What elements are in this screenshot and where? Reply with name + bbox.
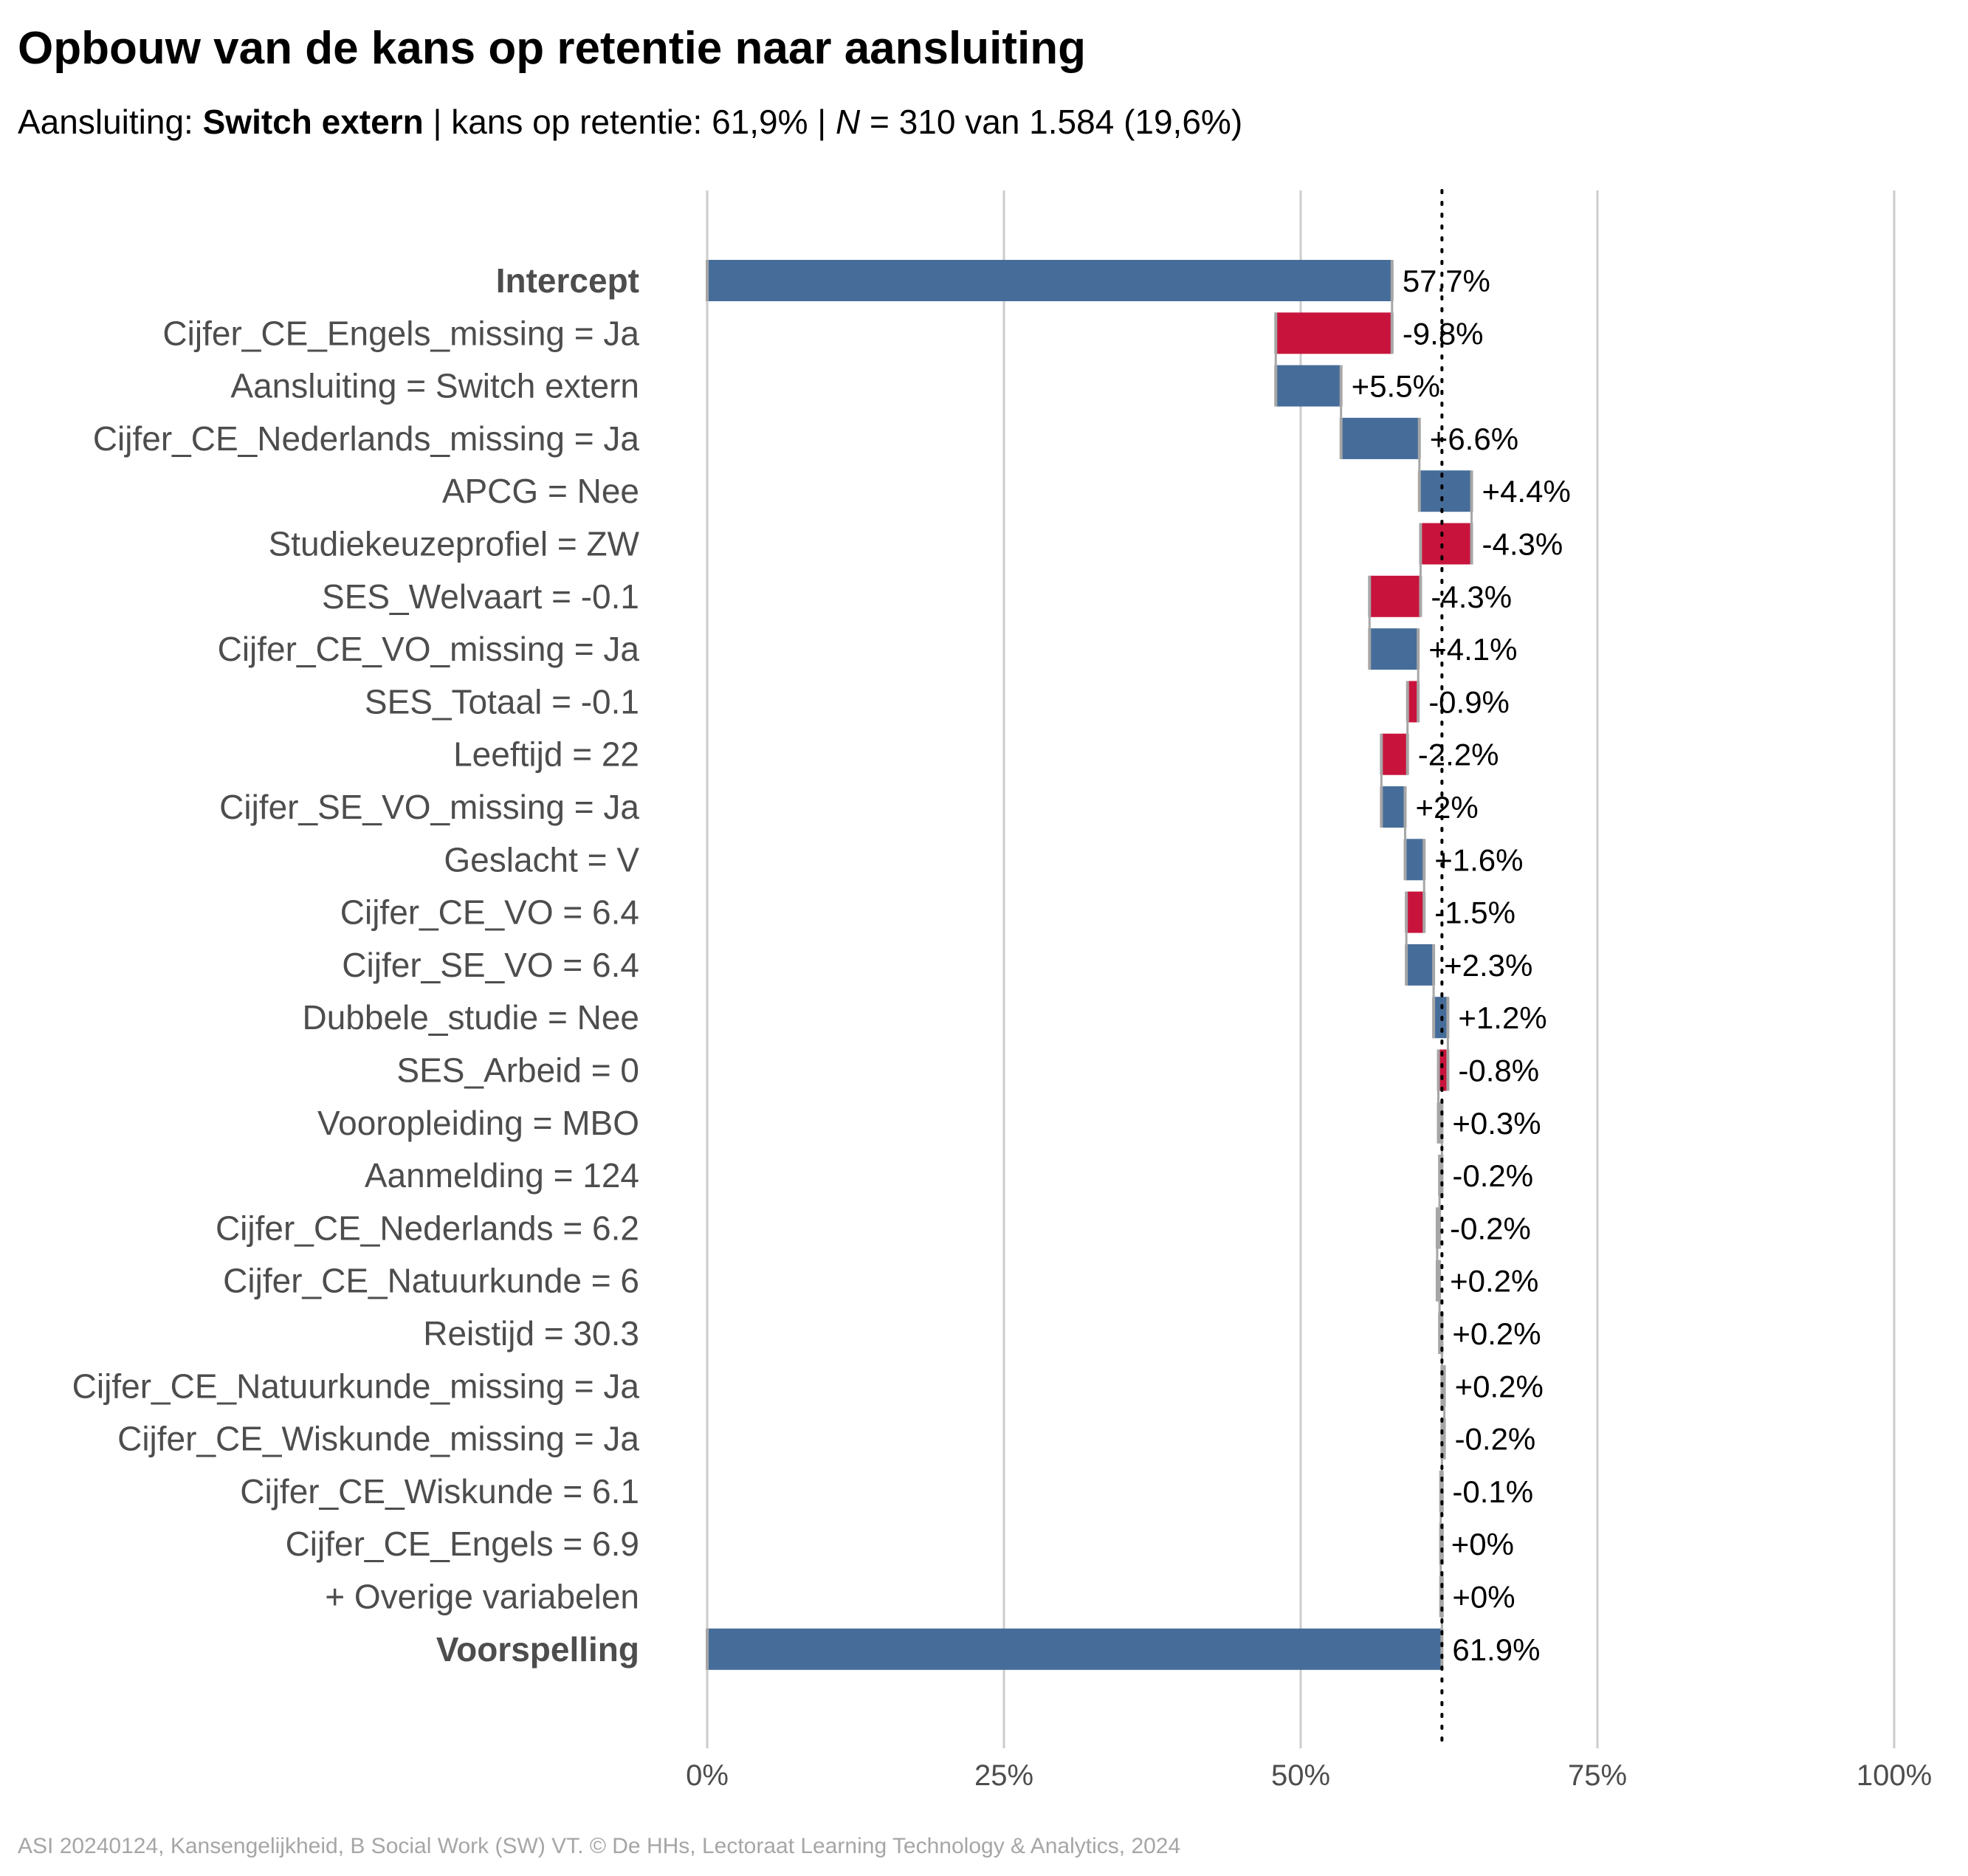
y-axis-label: Cijfer_CE_Engels_missing = Ja <box>162 314 639 352</box>
bar <box>1406 944 1434 986</box>
y-axis-label: Cijfer_CE_Natuurkunde = 6 <box>223 1262 639 1300</box>
bar <box>1381 786 1406 828</box>
y-axis-labels: Intercept Cijfer_CE_Engels_missing = Ja Aa… <box>72 261 640 1669</box>
chart-caption: ASI 20240124, Kansengelijkheid, B Social… <box>18 1834 1181 1858</box>
x-tick-label: 25% <box>974 1759 1033 1792</box>
y-axis-label: Leeftijd = 22 <box>453 735 639 774</box>
x-tick-label: 50% <box>1271 1759 1330 1792</box>
y-axis-label: + Overige variabelen <box>325 1578 639 1616</box>
subtitle-group: Switch extern <box>202 103 424 141</box>
y-axis-label: Vooropleiding = MBO <box>317 1104 639 1142</box>
y-axis-label: SES_Arbeid = 0 <box>396 1051 639 1090</box>
y-axis-label: Cijfer_CE_Natuurkunde_missing = Ja <box>72 1367 640 1405</box>
value-label: 61.9% <box>1452 1632 1540 1667</box>
value-label: +0.3% <box>1452 1106 1541 1141</box>
value-label: +1.2% <box>1458 1000 1546 1035</box>
value-label: -0.1% <box>1452 1474 1533 1509</box>
y-axis-label: SES_Welvaart = -0.1 <box>322 577 639 616</box>
bar <box>1420 523 1472 565</box>
grid-lines <box>706 190 1896 1748</box>
y-axis-label: Aansluiting = Switch extern <box>230 367 639 405</box>
bar <box>707 1628 1442 1670</box>
value-label: +0.2% <box>1455 1369 1544 1403</box>
value-label: -0.2% <box>1452 1158 1533 1193</box>
bar <box>1406 891 1425 933</box>
value-label: +0.2% <box>1452 1316 1541 1351</box>
y-axis-label: Cijfer_CE_Nederlands_missing = Ja <box>93 419 640 458</box>
bar <box>707 260 1392 301</box>
subtitle-suffix: = 310 van 1.584 (19,6%) <box>860 103 1243 141</box>
value-label: -9.8% <box>1403 316 1484 351</box>
value-label: +2% <box>1416 790 1479 825</box>
subtitle-n-symbol: N <box>836 103 861 141</box>
y-axis-label: Cijfer_SE_VO = 6.4 <box>342 946 639 984</box>
bar <box>1369 575 1421 617</box>
value-label: -0.2% <box>1455 1422 1536 1457</box>
connector-lines <box>1274 301 1473 1629</box>
value-label: +0.2% <box>1450 1264 1538 1299</box>
x-tick-label: 100% <box>1857 1759 1932 1792</box>
subtitle-prefix: Aansluiting: <box>18 103 203 141</box>
y-axis-label: Cijfer_CE_Engels = 6.9 <box>286 1525 639 1563</box>
y-axis-label: Cijfer_CE_Nederlands = 6.2 <box>216 1209 639 1247</box>
subtitle-mid: | kans op retentie: 61,9% | <box>423 103 836 141</box>
chart-title: Opbouw van de kans op retentie naar aans… <box>18 23 1086 74</box>
y-axis-label: Cijfer_CE_Wiskunde = 6.1 <box>240 1472 639 1511</box>
value-label: -4.3% <box>1431 580 1512 614</box>
y-axis-label: Cijfer_CE_Wiskunde_missing = Ja <box>117 1420 639 1458</box>
bar <box>1341 417 1420 459</box>
x-tick-label: 0% <box>686 1759 729 1792</box>
y-axis-label: SES_Totaal = -0.1 <box>365 682 639 721</box>
value-label: +1.6% <box>1434 842 1523 877</box>
y-axis-label: Voorspelling <box>436 1630 639 1669</box>
bar <box>1276 312 1392 354</box>
chart-subtitle: Aansluiting: Switch extern | kans op ret… <box>18 102 1242 142</box>
bar <box>1276 365 1341 407</box>
y-axis-label: Geslacht = V <box>444 840 639 879</box>
y-axis-label: Aanmelding = 124 <box>365 1156 639 1195</box>
value-label: -0.9% <box>1428 684 1510 719</box>
bar <box>1405 839 1425 881</box>
value-label: 57.7% <box>1403 264 1490 298</box>
bar <box>1438 1102 1442 1144</box>
y-axis-label: Reistijd = 30.3 <box>423 1314 639 1353</box>
value-labels: 57.7% -9.8% +5.5% +6.6% +4.4% -4.3% -4.3% +4.1%… <box>1352 264 1571 1667</box>
value-label: +0% <box>1451 1527 1514 1561</box>
x-axis-ticks: 0% 25% 50% 75% 100% <box>686 1759 1932 1792</box>
x-tick-label: 75% <box>1568 1759 1627 1792</box>
bar <box>1438 1049 1448 1091</box>
y-axis-label: Cijfer_CE_VO_missing = Ja <box>218 630 640 668</box>
value-label: +4.1% <box>1428 632 1517 667</box>
y-axis-label: Intercept <box>496 261 639 300</box>
value-label: +4.4% <box>1482 474 1571 509</box>
y-axis-label: Studiekeuzeprofiel = ZW <box>269 525 640 563</box>
y-axis-label: Dubbele_studie = Nee <box>303 998 640 1037</box>
bar <box>1381 733 1408 775</box>
bar <box>1369 628 1419 670</box>
value-label: -1.5% <box>1434 896 1515 930</box>
value-label: +2.3% <box>1444 948 1532 983</box>
bar <box>1419 470 1472 512</box>
bars <box>706 260 1473 1670</box>
y-axis-label: Cijfer_CE_VO = 6.4 <box>340 893 639 932</box>
y-axis-label: APCG = Nee <box>442 472 639 510</box>
bar <box>1407 681 1419 723</box>
y-axis-label: Cijfer_SE_VO_missing = Ja <box>219 788 639 826</box>
value-label: +5.5% <box>1352 369 1440 404</box>
value-label: -0.8% <box>1458 1054 1539 1088</box>
value-label: +6.6% <box>1430 422 1518 456</box>
value-label: -2.2% <box>1418 738 1499 772</box>
value-label: -0.2% <box>1450 1211 1531 1245</box>
value-label: -4.3% <box>1482 527 1563 562</box>
value-label: +0% <box>1452 1580 1515 1615</box>
